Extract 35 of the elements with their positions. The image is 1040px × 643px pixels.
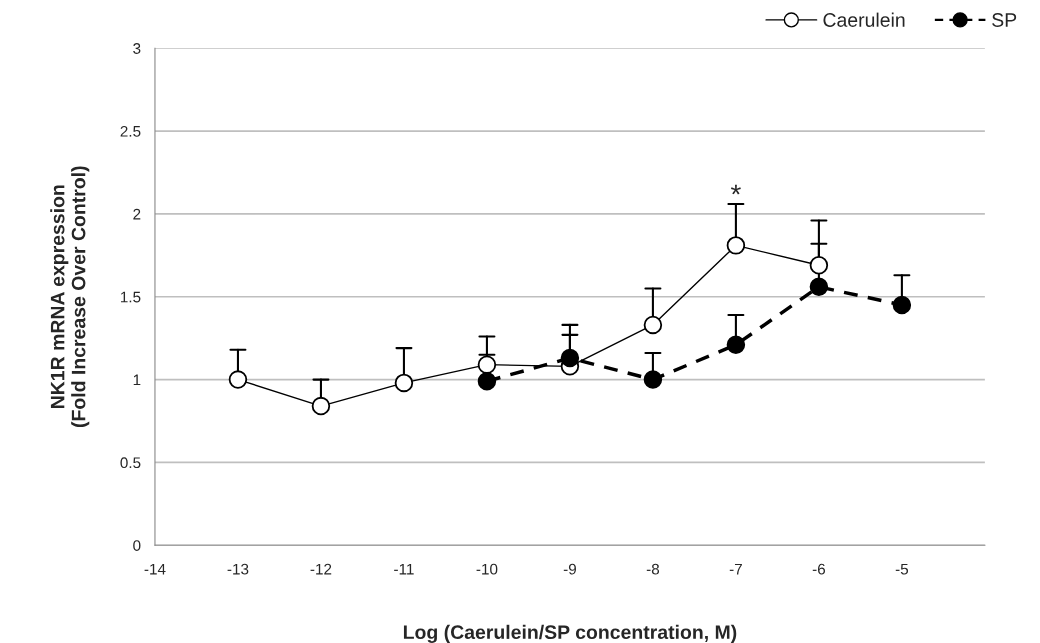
y-tick-label: 2.5 xyxy=(120,125,141,137)
y-tick-label: 1.5 xyxy=(121,291,141,303)
point xyxy=(560,348,580,368)
y-tick-label: 0 xyxy=(133,540,141,551)
y-tick-label: 0.5 xyxy=(120,457,141,469)
y-axis-title: NK1R mRNA expression (Fold Increase Over Control) xyxy=(50,166,90,428)
x-tick-label: -12 xyxy=(310,563,332,575)
x-tick-label: -10 xyxy=(476,563,498,575)
x-axis-title: Log (Caerulein/SP concentration, M) xyxy=(403,624,737,643)
legend-label: SP xyxy=(992,13,1017,27)
point xyxy=(643,370,663,389)
x-tick-label: -13 xyxy=(227,563,249,575)
y-tick-label: 2 xyxy=(133,208,141,220)
point xyxy=(477,355,497,374)
point xyxy=(892,295,912,315)
x-tick-label: -5 xyxy=(895,563,909,575)
point xyxy=(394,373,414,393)
point xyxy=(726,335,746,355)
point xyxy=(726,236,746,255)
point xyxy=(643,315,663,335)
y-tick-label: 3 xyxy=(133,43,141,54)
point xyxy=(228,370,248,389)
x-tick-label: -11 xyxy=(394,563,414,575)
x-tick-label: -8 xyxy=(646,563,660,575)
annotation: * xyxy=(730,184,741,195)
legend-label: Caerulein xyxy=(823,12,905,27)
point xyxy=(311,396,331,416)
x-tick-label: -9 xyxy=(563,563,576,575)
point xyxy=(477,372,497,391)
y-tick-label: 1 xyxy=(133,374,141,386)
x-tick-label: -7 xyxy=(729,563,742,575)
point xyxy=(809,256,829,275)
x-tick-label: -14 xyxy=(144,563,166,575)
x-tick-label: -6 xyxy=(812,563,826,575)
point xyxy=(809,277,829,297)
